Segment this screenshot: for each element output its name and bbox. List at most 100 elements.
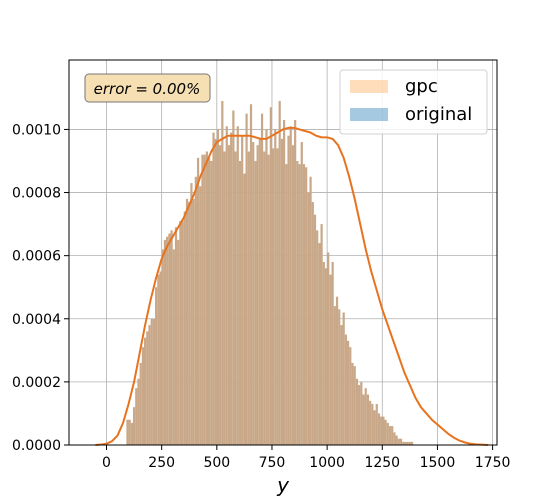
y-tick-label: 0.0010 — [12, 122, 61, 138]
histogram-bar — [194, 176, 197, 445]
histogram-bar — [177, 239, 180, 445]
histogram-bar — [289, 126, 292, 445]
histogram-bar — [210, 160, 213, 445]
histogram-bar — [342, 312, 345, 445]
legend-swatch-original — [350, 108, 388, 121]
histogram-bar — [300, 142, 303, 445]
histogram-bar — [256, 145, 259, 445]
histogram-bar — [382, 416, 385, 445]
histogram-bar — [150, 318, 153, 445]
histogram-bar — [388, 426, 392, 445]
histogram-bar — [327, 252, 330, 445]
x-tick-label: 1500 — [420, 455, 456, 471]
histogram-bar — [181, 220, 184, 445]
histogram-bar — [338, 309, 341, 445]
histogram-bar — [276, 148, 279, 445]
x-tick-label: 1000 — [309, 455, 345, 471]
histogram-bar — [395, 435, 398, 445]
histogram-bar — [399, 438, 403, 445]
legend: gpc original — [339, 69, 488, 135]
histogram-bar — [375, 403, 378, 445]
histogram-bar — [168, 233, 171, 445]
x-tick-label: 500 — [203, 455, 230, 471]
histogram-bar — [170, 230, 173, 445]
histogram-bar — [163, 239, 167, 445]
histogram-bar — [192, 198, 195, 445]
histogram-bar — [271, 148, 275, 445]
histogram-bar — [324, 268, 328, 445]
histogram-bar — [265, 129, 268, 446]
histogram-bar — [329, 274, 332, 445]
y-tick-label: 0.0004 — [12, 312, 61, 328]
histogram-bar — [316, 230, 319, 445]
histogram-bar — [404, 441, 407, 445]
histogram-bar — [144, 337, 147, 445]
density-curve — [95, 126, 489, 446]
y-tick-label: 0.0002 — [12, 375, 61, 391]
histogram-bar — [216, 129, 220, 446]
histogram-bar — [245, 113, 248, 446]
error-annotation: error = 0.00% — [84, 73, 211, 103]
histogram-bar — [234, 151, 237, 445]
histogram-bar — [146, 331, 149, 445]
histogram-bar — [157, 274, 160, 445]
histogram-bar — [406, 441, 409, 445]
histogram-bar — [139, 362, 142, 445]
histogram-bar — [232, 110, 235, 445]
histogram-bar — [320, 224, 323, 445]
histogram-bar — [126, 419, 129, 445]
histogram-bar — [302, 164, 306, 445]
histogram-bar — [391, 426, 394, 445]
histogram-bar — [183, 211, 186, 445]
histogram-bar — [311, 202, 314, 445]
histogram-bar — [190, 183, 193, 445]
histogram-bar — [360, 381, 363, 445]
histogram-bar — [241, 135, 244, 445]
histogram-bar — [132, 407, 136, 445]
histogram-bar — [155, 287, 158, 445]
x-axis-label: y — [276, 473, 290, 497]
histogram-bar — [278, 101, 281, 445]
plot-frame — [68, 59, 498, 446]
histogram-bar — [333, 306, 336, 445]
histogram-bar — [212, 132, 215, 445]
histogram-bar — [358, 385, 361, 445]
histogram-bar — [238, 160, 242, 445]
histogram-bar — [296, 160, 299, 445]
legend-swatch-gpc — [350, 80, 388, 93]
histogram-bar — [402, 441, 405, 445]
histogram-bar — [362, 394, 365, 445]
histogram-bars — [126, 101, 414, 446]
histogram-bar — [219, 145, 222, 445]
histogram-bar — [225, 126, 228, 445]
histogram-bar — [285, 164, 288, 445]
histogram-bar — [307, 192, 310, 445]
histogram-bar — [196, 157, 200, 445]
histogram-bar — [313, 214, 317, 445]
histogram-bar — [309, 176, 312, 445]
histogram-bar — [280, 138, 283, 446]
histogram-bar — [351, 362, 354, 445]
histogram-bar — [410, 441, 414, 445]
histogram-bar — [188, 202, 191, 445]
histogram-bar — [185, 198, 189, 445]
histogram-bar — [298, 164, 301, 445]
histogram-bar — [274, 129, 277, 446]
histogram-bar — [130, 422, 133, 445]
x-axis-ticks: 0 250 500 750 1000 1250 1500 1750 — [102, 445, 510, 471]
histogram-bar — [214, 138, 217, 446]
histogram-bar — [353, 366, 356, 445]
histogram-bar — [254, 160, 257, 445]
histogram-bar — [230, 132, 233, 445]
histogram-bar — [384, 419, 387, 445]
histogram-bar — [371, 403, 374, 445]
y-tick-label: 0.0006 — [12, 249, 61, 265]
histogram-bar — [346, 340, 350, 445]
histogram-bar — [283, 119, 286, 445]
histogram-bar — [159, 271, 162, 445]
y-axis-ticks: 0.0000 0.0002 0.0004 0.0006 0.0008 0.0010 — [12, 122, 69, 454]
histogram-bar — [355, 378, 359, 445]
histogram-bar — [179, 220, 182, 445]
histogram-bar — [377, 413, 381, 445]
